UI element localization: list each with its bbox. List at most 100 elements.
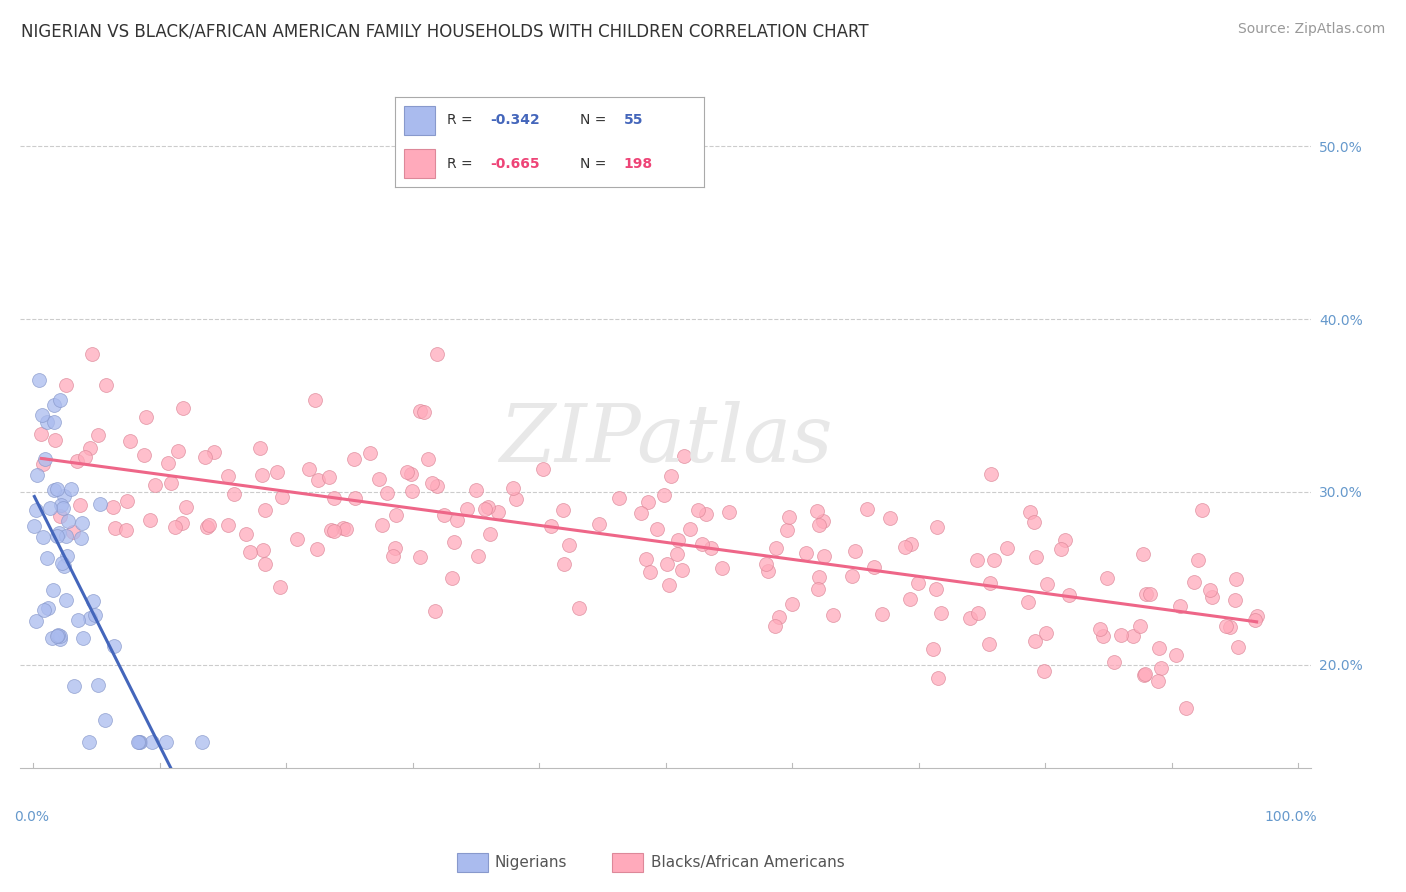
Point <box>34 452 56 467</box>
Point <box>87 427 110 442</box>
Point <box>1135 587 1157 601</box>
Point <box>710 561 733 575</box>
Point <box>115 494 138 508</box>
Point <box>1225 592 1247 607</box>
Point <box>630 506 652 520</box>
Point <box>927 520 949 534</box>
Point <box>412 405 434 419</box>
Point <box>922 642 945 657</box>
Text: Blacks/African Americans: Blacks/African Americans <box>651 855 845 870</box>
Point <box>305 541 328 556</box>
Point <box>44 399 66 413</box>
Point <box>778 510 800 524</box>
Point <box>1135 666 1157 681</box>
Point <box>167 444 190 458</box>
Point <box>433 508 456 523</box>
Point <box>679 522 702 536</box>
Point <box>269 580 291 594</box>
Text: Nigerians: Nigerians <box>495 855 568 870</box>
Point <box>879 510 901 524</box>
Point <box>1033 664 1056 678</box>
Point <box>375 486 398 500</box>
Point <box>332 521 354 535</box>
Point <box>426 479 449 493</box>
Point <box>568 600 591 615</box>
Point <box>135 409 157 424</box>
Point <box>104 521 127 535</box>
Point <box>1057 588 1080 602</box>
Point <box>35 415 58 429</box>
Point <box>58 514 80 528</box>
Point <box>217 469 239 483</box>
Point <box>191 735 214 749</box>
Point <box>898 591 921 606</box>
Point <box>138 513 160 527</box>
Point <box>127 735 149 749</box>
Point <box>101 500 124 515</box>
Text: NIGERIAN VS BLACK/AFRICAN AMERICAN FAMILY HOUSEHOLDS WITH CHILDREN CORRELATION C: NIGERIAN VS BLACK/AFRICAN AMERICAN FAMIL… <box>21 22 869 40</box>
Point <box>927 671 949 685</box>
Point <box>1018 505 1040 519</box>
Point <box>141 735 163 749</box>
Point <box>202 445 225 459</box>
Point <box>929 606 952 620</box>
Point <box>304 393 326 408</box>
Point <box>806 504 828 518</box>
Point <box>31 408 53 422</box>
Point <box>1147 673 1170 688</box>
Point <box>25 468 48 483</box>
Point <box>252 543 274 558</box>
Point <box>1164 648 1187 662</box>
Point <box>42 483 65 497</box>
Point <box>163 520 186 534</box>
Point <box>700 541 723 556</box>
Point <box>45 529 67 543</box>
Point <box>894 540 917 554</box>
Point <box>807 582 830 596</box>
Point <box>502 481 524 495</box>
Point <box>692 536 714 550</box>
Point <box>156 456 179 470</box>
Point <box>45 629 67 643</box>
Point <box>343 491 366 505</box>
Point <box>1174 700 1197 714</box>
Point <box>384 541 406 555</box>
Point <box>217 517 239 532</box>
Point <box>239 545 262 559</box>
Point <box>756 564 779 578</box>
Point <box>659 468 682 483</box>
Point <box>368 472 391 486</box>
Point <box>983 552 1005 566</box>
Point <box>505 491 527 506</box>
Point <box>1017 595 1039 609</box>
Point <box>25 503 48 517</box>
Point <box>637 494 659 508</box>
Point <box>540 518 562 533</box>
Text: 100.0%: 100.0% <box>1264 810 1317 824</box>
Point <box>266 465 288 479</box>
Point <box>38 501 60 516</box>
Point <box>222 487 245 501</box>
Point <box>70 516 93 530</box>
Point <box>1215 619 1237 633</box>
Point <box>408 403 430 417</box>
Point <box>399 467 422 481</box>
Point <box>1198 583 1220 598</box>
Point <box>128 735 150 749</box>
Point <box>52 500 75 515</box>
Point <box>1191 502 1213 516</box>
Point <box>1095 571 1118 585</box>
Point <box>655 557 678 571</box>
Point <box>979 637 1001 651</box>
Point <box>668 533 690 547</box>
Point <box>794 545 817 559</box>
Point <box>335 522 357 536</box>
Point <box>768 610 790 624</box>
Point <box>41 632 63 646</box>
Point <box>441 572 464 586</box>
Point <box>553 503 575 517</box>
Point <box>446 513 468 527</box>
Point <box>254 558 277 572</box>
Point <box>79 610 101 624</box>
Point <box>870 607 893 621</box>
